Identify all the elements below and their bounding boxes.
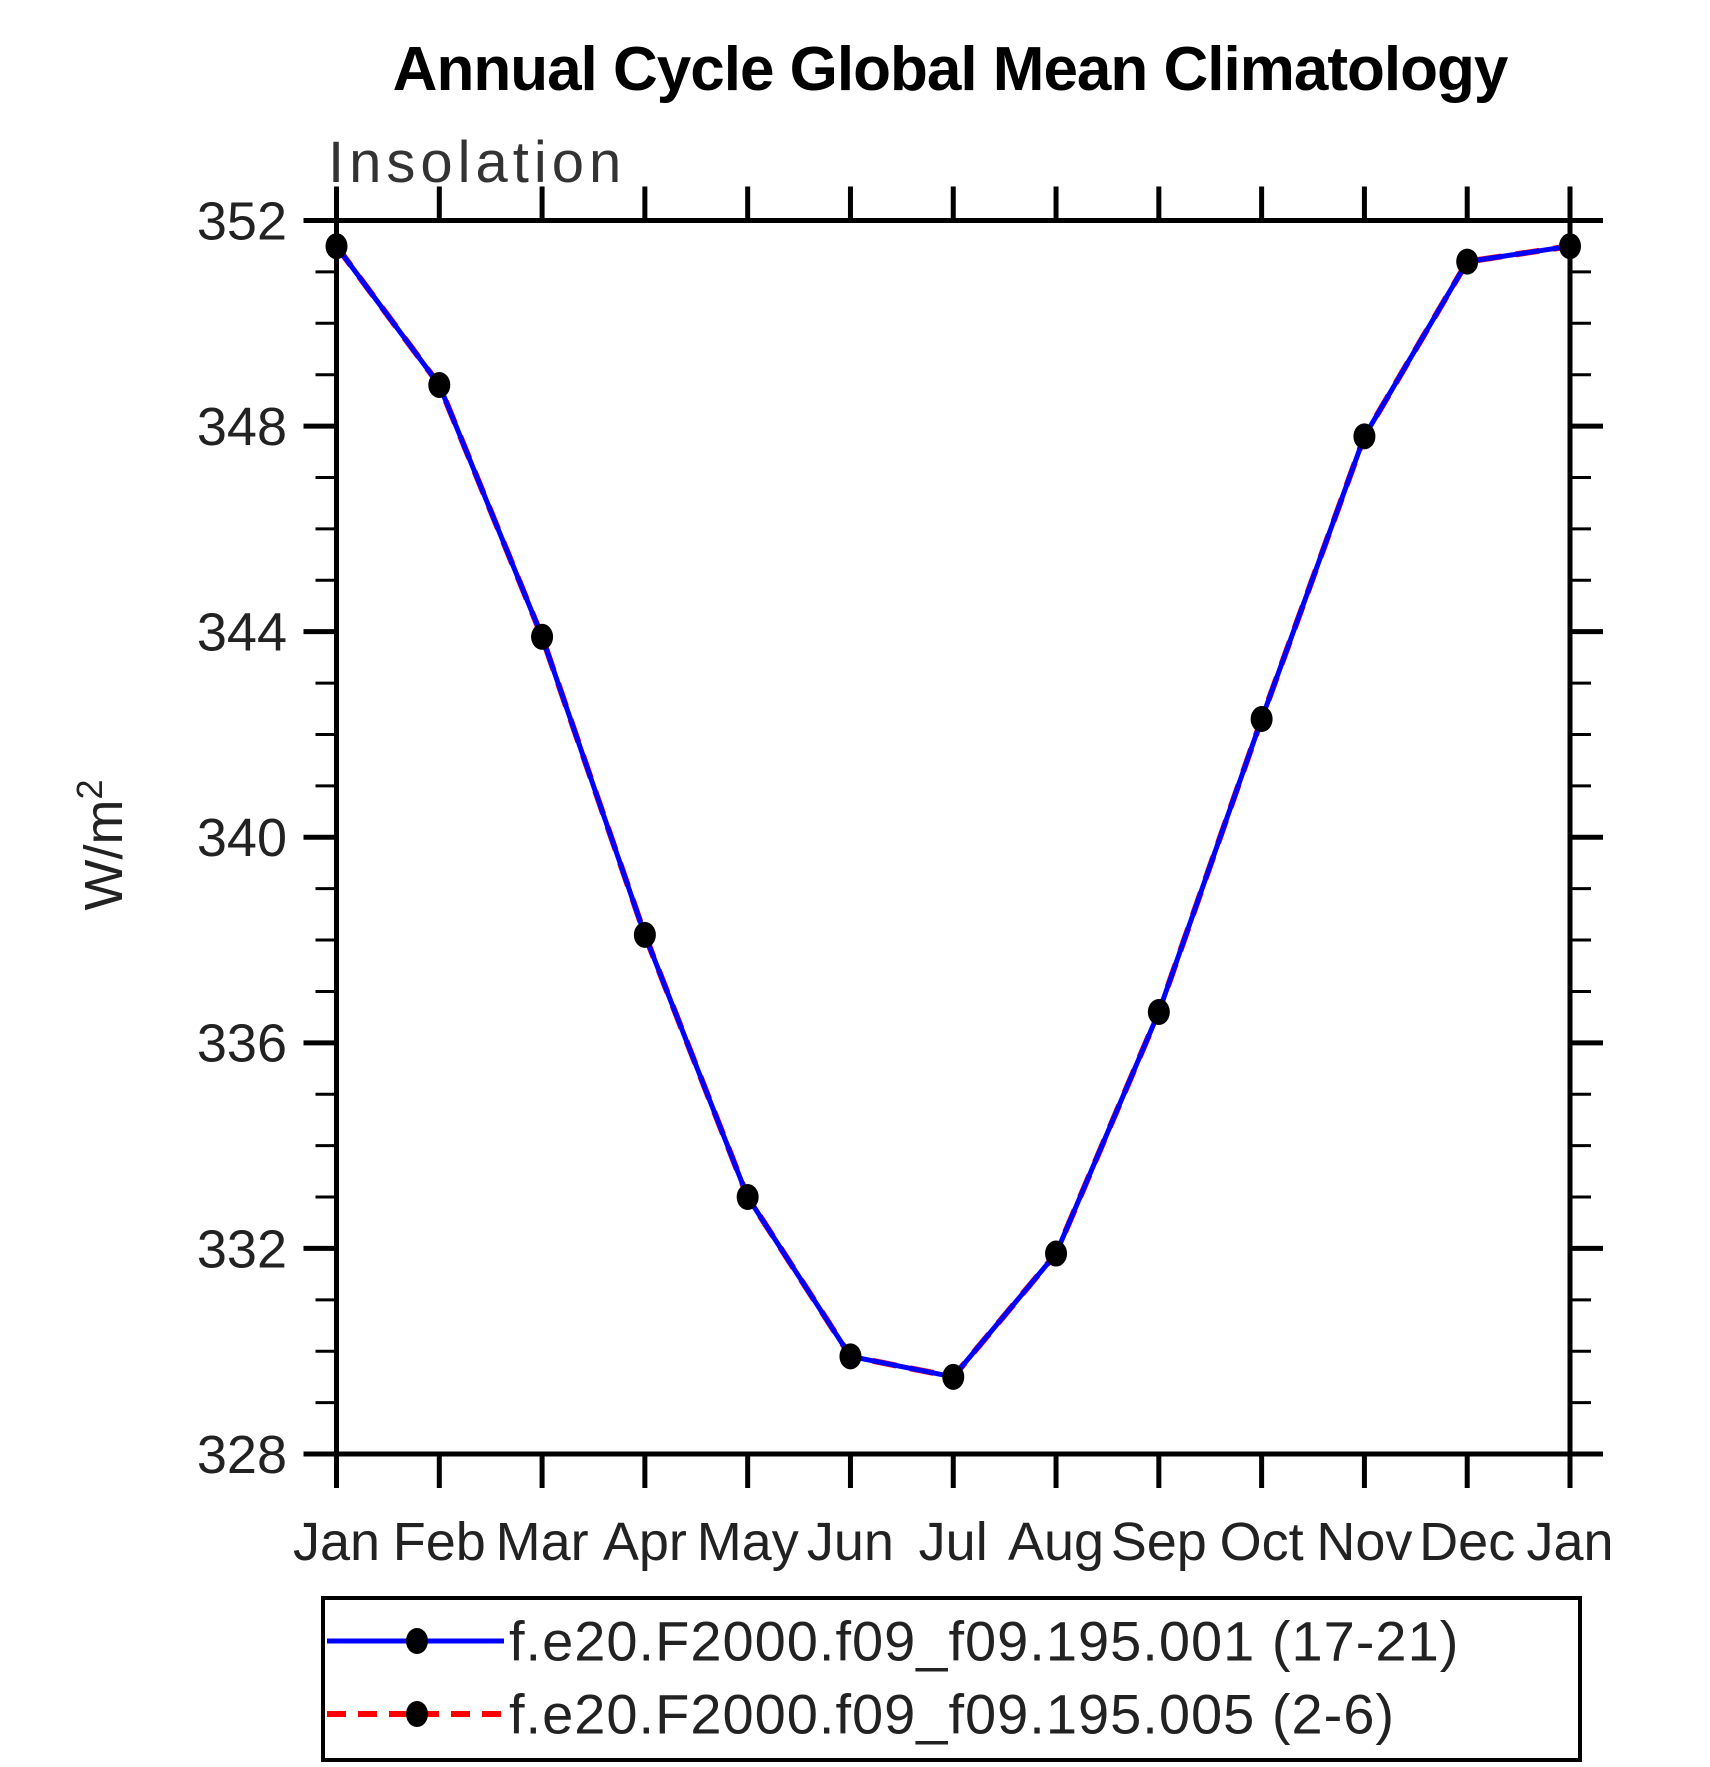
data-point-marker xyxy=(1250,706,1273,733)
data-point-marker xyxy=(1456,248,1479,275)
x-tick-label: Dec xyxy=(1419,1512,1515,1572)
y-tick-label: 352 xyxy=(197,191,287,251)
y-tick-label: 340 xyxy=(197,808,287,868)
data-point-marker xyxy=(325,233,348,260)
y-tick-label: 344 xyxy=(197,603,287,663)
legend-marker-circle xyxy=(406,1701,428,1727)
y-tick-label: 332 xyxy=(197,1219,287,1279)
x-tick-label: Oct xyxy=(1220,1512,1304,1572)
legend-entry-2-label: f.e20.F2000.f09_f09.195.005 (2-6) xyxy=(509,1683,1395,1746)
x-tick-label: Apr xyxy=(603,1512,687,1572)
y-tick-label: 336 xyxy=(197,1014,287,1074)
data-point-marker xyxy=(839,1343,862,1370)
plot-area xyxy=(303,186,1603,1488)
x-tick-label: Jul xyxy=(919,1512,988,1572)
legend: f.e20.F2000.f09_f09.195.001 (17-21) f.e2… xyxy=(321,1596,1582,1762)
data-point-marker xyxy=(1353,423,1376,450)
data-point-marker xyxy=(1559,233,1581,260)
y-tick-label: 348 xyxy=(197,397,287,457)
x-tick-label: Jun xyxy=(807,1512,894,1572)
y-axis-label-base: W/m xyxy=(74,800,134,911)
series-line-dashed-red xyxy=(334,243,1571,1381)
data-point-marker xyxy=(1147,998,1170,1025)
y-tick-label: 328 xyxy=(197,1425,287,1485)
x-axis-tick-labels: Jan Feb Mar Apr May Jun Jul Aug Sep Oct … xyxy=(293,1512,1614,1572)
data-point-marker xyxy=(942,1363,965,1390)
chart-subtitle: Insolation xyxy=(328,130,626,195)
data-point-marker xyxy=(531,623,554,650)
legend-entry-1-label: f.e20.F2000.f09_f09.195.001 (17-21) xyxy=(509,1610,1459,1673)
x-tick-label: Sep xyxy=(1111,1512,1207,1572)
data-point-marker xyxy=(428,371,451,398)
series-line-solid-blue xyxy=(334,243,1571,1380)
chart-title: Annual Cycle Global Mean Climatology xyxy=(393,35,1509,104)
y-axis-label: W/m2 xyxy=(69,780,134,911)
y-axis-tick-labels: 352 348 344 340 336 332 328 xyxy=(197,191,287,1485)
legend-marker-circle xyxy=(406,1628,428,1654)
data-point-marker xyxy=(1045,1240,1068,1267)
x-tick-label: Feb xyxy=(393,1512,486,1572)
y-axis-label-exponent: 2 xyxy=(69,780,110,800)
x-tick-label: May xyxy=(697,1512,799,1572)
x-tick-label: Mar xyxy=(496,1512,589,1572)
x-tick-label: Aug xyxy=(1008,1512,1104,1572)
x-tick-label: Jan xyxy=(1526,1512,1613,1572)
x-tick-label: Nov xyxy=(1316,1512,1412,1572)
data-point-marker xyxy=(736,1184,759,1211)
x-tick-label: Jan xyxy=(293,1512,380,1572)
legend-box xyxy=(321,1596,1582,1762)
data-point-marker xyxy=(633,921,656,948)
